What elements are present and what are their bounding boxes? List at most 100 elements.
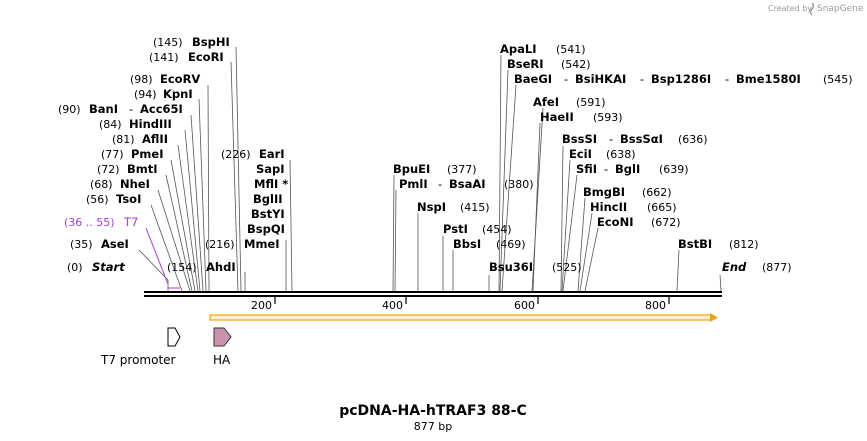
t7-promoter-feature[interactable]	[167, 327, 181, 347]
site-label-bstyi[interactable]: BstYI	[251, 207, 285, 221]
site-label-bbsi[interactable]: BbsI (469)	[453, 237, 526, 251]
site-label-bglii[interactable]: BglII	[253, 192, 283, 206]
svg-text:(593): (593)	[593, 111, 623, 124]
svg-text:BssSαI: BssSαI	[620, 132, 663, 146]
svg-text:NspI: NspI	[417, 200, 446, 214]
site-label-bmti[interactable]: (72) BmtI	[97, 162, 158, 176]
svg-text:(94): (94)	[134, 88, 157, 101]
svg-text:Bme1580I: Bme1580I	[736, 72, 801, 86]
svg-text:(98): (98)	[130, 73, 153, 86]
feature-label-t7[interactable]: (36 .. 55) T7	[64, 215, 138, 229]
site-label-end[interactable]: End (877)	[722, 260, 792, 274]
ha-label: HA	[213, 353, 231, 367]
site-label-eari[interactable]: (226) EarI	[221, 147, 285, 161]
svg-text:(56): (56)	[86, 193, 109, 206]
ha-feature[interactable]	[213, 327, 232, 347]
site-label-ecori[interactable]: (141) EcoRI	[149, 50, 224, 64]
site-label-afei[interactable]: AfeI (591)	[533, 95, 606, 109]
axis-tick-200: 200	[251, 299, 272, 312]
site-label-asei[interactable]: (35) AseI	[70, 237, 129, 251]
svg-text:(877): (877)	[762, 261, 792, 274]
site-label-ecii[interactable]: EciI (638)	[569, 147, 636, 161]
svg-text:BmgBI: BmgBI	[583, 185, 625, 199]
svg-text:PmlI: PmlI	[399, 177, 428, 191]
site-label-bspqi[interactable]: BspQI	[247, 222, 285, 236]
svg-text:(525): (525)	[552, 261, 582, 274]
svg-text:AfeI: AfeI	[533, 95, 559, 109]
site-label-baegi-group[interactable]: BaeGI - BsiHKAI - Bsp1286I - Bme1580I (5…	[514, 72, 853, 86]
svg-text:(216): (216)	[205, 238, 235, 251]
site-label-tsoi[interactable]: (56) TsoI	[86, 192, 141, 206]
site-label-nspi[interactable]: NspI (415)	[417, 200, 490, 214]
site-label-bpuei[interactable]: BpuEI (377)	[393, 162, 477, 176]
svg-text:(662): (662)	[642, 186, 672, 199]
site-label-bmgbi[interactable]: BmgBI (662)	[583, 185, 672, 199]
svg-text:HincII: HincII	[590, 200, 627, 214]
svg-text:EcoRV: EcoRV	[160, 72, 200, 86]
site-label-bsphi[interactable]: (145) BspHI	[153, 35, 230, 49]
svg-text:BseRI: BseRI	[507, 57, 544, 71]
svg-text:(377): (377)	[447, 163, 477, 176]
svg-text:(141): (141)	[149, 51, 179, 64]
snapgene-logo-icon	[809, 2, 815, 16]
sequence-backbone	[144, 291, 722, 297]
svg-text:-: -	[438, 177, 442, 191]
svg-text:(591): (591)	[576, 96, 606, 109]
site-label-pmli-bsaai[interactable]: PmlI - BsaAI (380)	[399, 177, 534, 191]
site-label-aflii[interactable]: (81) AflII	[112, 132, 168, 146]
right-connector-lines	[392, 54, 722, 292]
svg-text:AseI: AseI	[101, 237, 129, 251]
svg-text:BssSI: BssSI	[562, 132, 597, 146]
svg-text:(81): (81)	[112, 133, 135, 146]
site-label-haeii[interactable]: HaeII (593)	[540, 110, 623, 124]
site-label-bani-acc65i[interactable]: (90) BanI - Acc65I	[58, 102, 183, 116]
axis-tick-600: 600	[514, 299, 535, 312]
site-label-psti[interactable]: PstI (454)	[443, 222, 512, 236]
site-label-apali[interactable]: ApaLI (541)	[500, 42, 586, 56]
svg-text:EcoRI: EcoRI	[188, 50, 224, 64]
site-label-mfli[interactable]: MflI *	[254, 177, 288, 191]
svg-text:AflII: AflII	[142, 132, 168, 146]
site-label-ecorv[interactable]: (98) EcoRV	[130, 72, 200, 86]
svg-text:-: -	[604, 162, 608, 176]
svg-text:AhdI: AhdI	[206, 260, 236, 274]
svg-text:TsoI: TsoI	[116, 192, 141, 206]
svg-text:End: End	[722, 260, 747, 274]
svg-text:EcoNI: EcoNI	[597, 215, 633, 229]
site-label-bstbi[interactable]: BstBI (812)	[678, 237, 759, 251]
svg-text:BglI: BglI	[615, 162, 640, 176]
site-label-sfii-bgli[interactable]: SfiI - BglI (639)	[576, 162, 689, 176]
site-label-start[interactable]: (0) Start	[67, 260, 125, 274]
svg-text:(0): (0)	[67, 261, 83, 274]
svg-text:(35): (35)	[70, 238, 93, 251]
site-label-pmei[interactable]: (77) PmeI	[101, 147, 164, 161]
site-label-beseri[interactable]: BseRI (542)	[507, 57, 591, 71]
svg-text:BpuEI: BpuEI	[393, 162, 430, 176]
map-title: pcDNA-HA-hTRAF3 88-C	[339, 403, 527, 419]
svg-text:(454): (454)	[482, 223, 512, 236]
site-label-nhei[interactable]: (68) NheI	[90, 177, 150, 191]
site-label-mmei[interactable]: (216) MmeI	[205, 237, 280, 251]
svg-text:-: -	[725, 72, 729, 86]
svg-text:HindIII: HindIII	[129, 117, 172, 131]
svg-text:BmtI: BmtI	[127, 162, 158, 176]
svg-text:(226): (226)	[221, 148, 251, 161]
svg-text:NheI: NheI	[120, 177, 150, 191]
site-label-bsssi-group[interactable]: BssSI - BssSαI (636)	[562, 132, 708, 146]
site-label-bsu36i[interactable]: Bsu36I (525)	[489, 260, 582, 274]
orf-arrow[interactable]	[209, 313, 718, 322]
svg-text:(542): (542)	[561, 58, 591, 71]
svg-text:Bsp1286I: Bsp1286I	[651, 72, 711, 86]
svg-text:(68): (68)	[90, 178, 113, 191]
svg-text:BsaAI: BsaAI	[449, 177, 486, 191]
site-label-ahdi[interactable]: (154) AhdI	[167, 260, 236, 274]
site-label-ecoNI[interactable]: EcoNI (672)	[597, 215, 681, 229]
credit-prefix: Created by	[768, 4, 812, 13]
site-label-hincii[interactable]: HincII (665)	[590, 200, 677, 214]
site-label-hindiii[interactable]: (84) HindIII	[99, 117, 172, 131]
svg-text:-: -	[640, 72, 644, 86]
svg-text:HaeII: HaeII	[540, 110, 574, 124]
site-label-kpni[interactable]: (94) KpnI	[134, 87, 193, 101]
site-label-sapi[interactable]: SapI	[256, 162, 285, 176]
